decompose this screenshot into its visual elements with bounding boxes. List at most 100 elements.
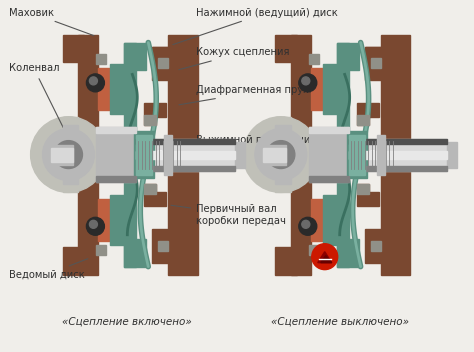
Text: Кожух сцепления: Кожух сцепления: [179, 48, 290, 70]
Polygon shape: [144, 184, 166, 206]
Bar: [96, 176, 137, 182]
Bar: [323, 195, 337, 245]
Circle shape: [299, 74, 317, 92]
Bar: [309, 127, 349, 133]
Bar: [337, 239, 359, 267]
Circle shape: [255, 129, 307, 181]
Bar: [235, 142, 245, 168]
Bar: [371, 58, 381, 68]
Bar: [96, 55, 106, 64]
Bar: [168, 34, 198, 275]
Polygon shape: [356, 184, 379, 206]
Bar: [275, 34, 297, 62]
Bar: [137, 135, 152, 175]
Polygon shape: [318, 252, 332, 263]
Bar: [99, 199, 110, 241]
Bar: [263, 147, 286, 162]
Circle shape: [312, 244, 337, 270]
Circle shape: [299, 217, 317, 235]
Bar: [51, 145, 73, 164]
Bar: [152, 46, 168, 80]
Circle shape: [43, 129, 94, 181]
Bar: [291, 34, 311, 275]
Bar: [110, 195, 124, 245]
Text: Диафрагменная пружина: Диафрагменная пружина: [179, 85, 331, 105]
Text: Маховик: Маховик: [9, 8, 94, 36]
Text: Ведомый диск: Ведомый диск: [9, 259, 88, 279]
Bar: [144, 115, 156, 125]
Circle shape: [90, 77, 98, 85]
Circle shape: [369, 151, 376, 158]
Circle shape: [90, 220, 98, 228]
Bar: [356, 115, 369, 125]
Circle shape: [243, 117, 319, 193]
Text: «Сцепление включено»: «Сцепление включено»: [63, 316, 192, 326]
Bar: [137, 139, 235, 144]
Bar: [349, 165, 447, 170]
Bar: [96, 127, 137, 182]
Bar: [137, 165, 235, 170]
Circle shape: [302, 77, 310, 85]
Bar: [96, 245, 106, 255]
Bar: [349, 135, 365, 175]
Bar: [99, 68, 110, 110]
Bar: [349, 139, 447, 170]
Text: Коленвал: Коленвал: [9, 63, 63, 128]
Bar: [275, 125, 291, 184]
Circle shape: [153, 147, 167, 162]
Bar: [96, 127, 137, 133]
Bar: [371, 241, 381, 251]
Circle shape: [267, 141, 295, 169]
Bar: [152, 229, 168, 263]
Text: Нажимной (ведущий) диск: Нажимной (ведущий) диск: [173, 8, 338, 45]
Circle shape: [86, 217, 104, 235]
Polygon shape: [144, 103, 166, 125]
Bar: [263, 145, 286, 164]
Bar: [275, 247, 297, 275]
Bar: [124, 43, 137, 267]
Bar: [447, 142, 457, 168]
Circle shape: [55, 141, 82, 169]
Bar: [365, 229, 381, 263]
Text: Первичный вал
коробки передач: Первичный вал коробки передач: [171, 204, 286, 226]
Bar: [346, 131, 366, 178]
Bar: [311, 68, 323, 110]
Bar: [275, 117, 291, 193]
Text: Выжимной подшипник: Выжимной подшипник: [171, 135, 317, 155]
Bar: [349, 139, 447, 144]
Polygon shape: [321, 256, 332, 263]
Bar: [349, 151, 447, 158]
Bar: [309, 176, 349, 182]
Bar: [158, 241, 168, 251]
Bar: [376, 135, 384, 175]
Bar: [337, 43, 359, 70]
Bar: [365, 46, 381, 64]
Circle shape: [86, 74, 104, 92]
Polygon shape: [356, 103, 379, 125]
Bar: [158, 58, 168, 68]
Bar: [323, 64, 337, 114]
Bar: [311, 199, 323, 241]
Bar: [144, 184, 156, 194]
Bar: [137, 139, 235, 170]
Circle shape: [31, 117, 106, 193]
Bar: [164, 135, 172, 175]
Bar: [309, 245, 319, 255]
Bar: [63, 247, 84, 275]
Bar: [124, 239, 146, 267]
Circle shape: [156, 151, 164, 158]
Bar: [309, 127, 349, 182]
Bar: [63, 34, 84, 62]
Bar: [337, 43, 349, 267]
Bar: [63, 125, 79, 184]
Bar: [51, 147, 73, 162]
Circle shape: [365, 147, 380, 162]
Bar: [152, 46, 168, 64]
Bar: [63, 117, 79, 193]
Bar: [134, 131, 154, 178]
Bar: [110, 64, 124, 114]
Bar: [79, 34, 99, 275]
Bar: [381, 34, 410, 275]
Text: «Сцепление выключено»: «Сцепление выключено»: [271, 316, 409, 326]
Circle shape: [302, 220, 310, 228]
